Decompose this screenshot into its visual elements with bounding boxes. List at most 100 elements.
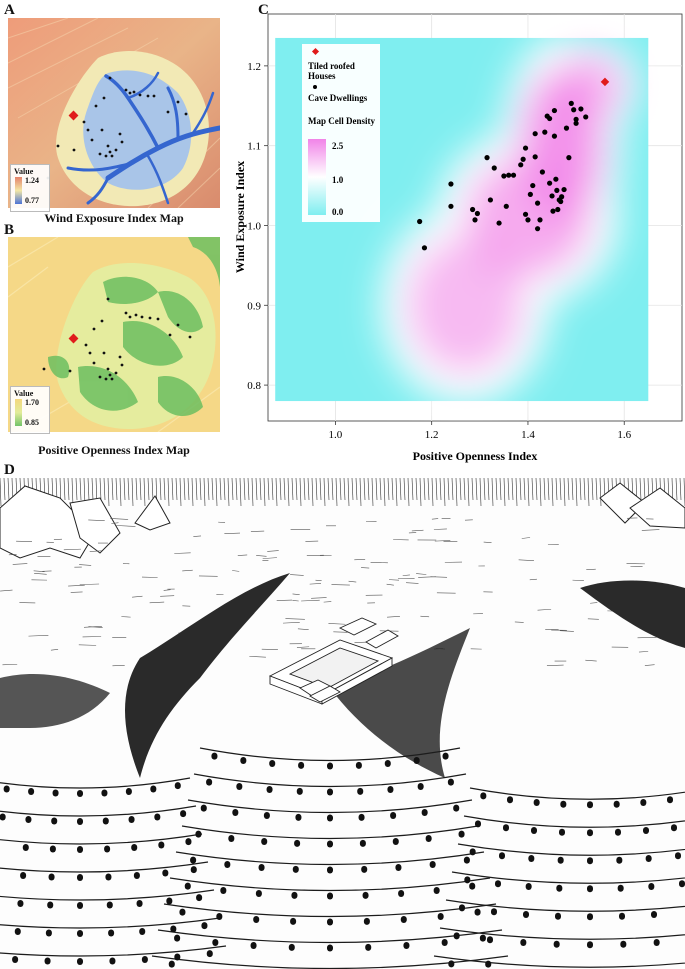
cave-dwelling-point-33	[550, 208, 556, 214]
y-tick-label-4: 1.2	[247, 61, 261, 73]
y-tick-label-0: 0.8	[247, 380, 261, 392]
cave-dwelling-point-27	[539, 169, 545, 175]
legend-tiled-label: Tiled roofed Houses	[308, 61, 355, 81]
legend-density-title: Map Cell Density	[308, 116, 375, 126]
y-tick-label-1: 0.9	[247, 300, 261, 312]
legend-cave-marker	[313, 85, 317, 89]
cave-dwelling-point-10	[496, 220, 502, 226]
legend-density-tick-mid: 1.0	[332, 175, 344, 185]
openness-map-caption: Positive Openness Index Map	[38, 443, 190, 457]
y-tick-label-2: 1.0	[247, 220, 261, 232]
horizon-hatching	[0, 478, 685, 507]
cave-dwelling-point-47	[573, 120, 579, 126]
cave-dwelling-point-46	[571, 107, 577, 113]
panel-letter-c: C	[258, 2, 269, 18]
y-axis-label: Wind Exposure Index	[233, 161, 247, 273]
cave-dwelling-openings	[0, 752, 685, 968]
cave-dwelling-point-25	[534, 226, 541, 232]
cave-dwelling-point-45	[568, 100, 574, 106]
cave-dwelling-point-11	[501, 173, 507, 179]
cave-dwelling-point-34	[551, 107, 558, 114]
cave-dwelling-point-8	[487, 197, 494, 203]
cave-dwelling-point-16	[520, 156, 526, 162]
x-tick-label-0: 1.0	[329, 429, 343, 441]
cave-dwelling-point-6	[472, 217, 478, 223]
openness-map-legend-min: 0.85	[25, 418, 39, 427]
cave-dwelling-point-21	[530, 182, 536, 189]
wind-exposure-map	[8, 18, 220, 208]
cave-dwelling-point-15	[518, 162, 524, 168]
cave-dwelling-point-13	[506, 172, 512, 178]
axis-ticks: 1.0 1.2 1.4 1.6 0.8 0.9 1.0 1.1 1.2	[247, 61, 631, 441]
density-core-2	[407, 237, 524, 374]
cave-dwelling-point-1	[421, 245, 428, 251]
y-tick-label-3: 1.1	[247, 141, 261, 153]
cave-dwelling-point-4	[469, 206, 476, 213]
cave-dwelling-point-19	[525, 217, 531, 223]
cave-dwelling-point-26	[537, 217, 543, 223]
cave-dwelling-point-3	[448, 203, 454, 209]
cave-dwelling-point-18	[522, 211, 529, 217]
cave-dwelling-point-22	[532, 131, 538, 137]
legend-density-colorbar	[308, 139, 326, 215]
cave-dwelling-point-35	[551, 133, 558, 139]
cave-dwelling-point-24	[534, 200, 541, 206]
cave-dwelling-point-5	[474, 210, 481, 217]
openness-map-legend: Value 1.70 0.85	[10, 386, 50, 434]
legend-density-tick-high: 2.5	[332, 141, 344, 151]
cave-dwelling-point-44	[566, 155, 572, 161]
cave-dwelling-point-30	[547, 115, 553, 122]
cave-dwelling-point-23	[532, 154, 538, 160]
panel-letter-a: A	[4, 2, 15, 18]
wind-map-legend-colorbar	[15, 177, 22, 204]
cave-dwelling-point-12	[503, 203, 509, 209]
x-tick-label-1: 1.2	[425, 429, 439, 441]
legend-density-tick-low: 0.0	[332, 207, 344, 217]
cave-dwelling-point-7	[484, 155, 490, 161]
terraced-hills	[0, 747, 685, 969]
wind-map-legend-title: Value	[14, 167, 34, 176]
cave-dwelling-point-37	[554, 187, 560, 193]
openness-map-legend-max: 1.70	[25, 398, 39, 407]
density-blobs	[381, 35, 640, 404]
cave-dwelling-point-9	[491, 165, 497, 171]
legend-tiled-marker	[311, 47, 320, 56]
loess-landscape-drawing	[0, 478, 685, 969]
chart-legend: Tiled roofed Houses Cave Dwellings Map Ce…	[302, 44, 380, 222]
cave-dwelling-point-2	[448, 181, 454, 187]
scatter-density-chart: 1.0 1.2 1.4 1.6 0.8 0.9 1.0 1.1 1.2 Positive Ope…	[233, 13, 683, 463]
cave-dwelling-point-38	[555, 206, 561, 213]
cave-dwelling-point-50	[583, 114, 589, 120]
openness-map-legend-title: Value	[14, 389, 34, 398]
legend-cave-label: Cave Dwellings	[308, 93, 368, 103]
cave-dwelling-point-0	[417, 218, 423, 225]
cave-dwelling-point-49	[578, 106, 584, 112]
cave-dwelling-point-36	[553, 176, 559, 182]
canyons	[0, 573, 685, 778]
cave-dwelling-point-28	[542, 129, 548, 135]
wind-map-legend: Value 1.24 0.77	[10, 164, 50, 212]
panel-letter-d: D	[4, 462, 15, 478]
density-core-3	[556, 53, 625, 118]
cave-dwelling-point-31	[547, 180, 553, 186]
cave-dwelling-point-48	[573, 116, 579, 122]
wind-map-legend-min: 0.77	[25, 196, 39, 205]
wind-map-caption: Wind Exposure Index Map	[44, 211, 184, 225]
cave-dwelling-point-32	[549, 193, 555, 199]
cave-dwelling-point-17	[522, 145, 529, 151]
data-points	[417, 77, 610, 251]
wind-map-legend-max: 1.24	[25, 176, 39, 185]
x-tick-label-3: 1.6	[617, 429, 631, 441]
cave-dwelling-point-14	[510, 172, 517, 178]
courtyard-compound	[268, 617, 399, 705]
openness-map-legend-colorbar	[15, 399, 22, 426]
x-axis-label: Positive Openness Index	[413, 449, 538, 463]
panel-letter-b: B	[4, 222, 15, 238]
cave-dwelling-point-41	[559, 194, 565, 200]
cave-dwelling-point-43	[563, 125, 570, 131]
cave-dwelling-point-20	[527, 191, 533, 197]
cave-dwelling-point-40	[558, 198, 564, 205]
distant-hills	[0, 482, 685, 559]
cave-dwelling-point-42	[561, 186, 567, 193]
x-tick-label-2: 1.4	[521, 429, 535, 441]
